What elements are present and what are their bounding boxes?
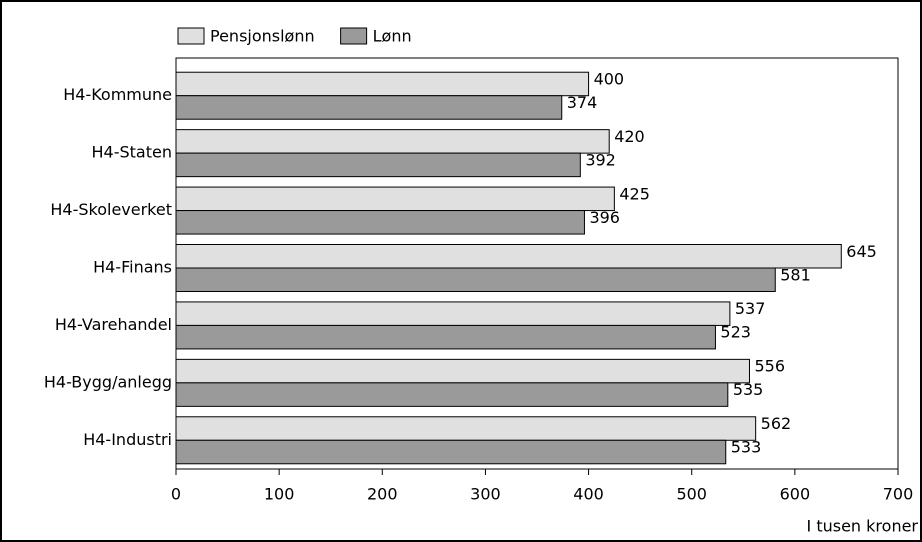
bar	[175, 186, 615, 212]
data-label: 535	[733, 380, 764, 399]
bar	[175, 210, 585, 235]
x-tick-label: 200	[367, 485, 398, 504]
bar	[175, 129, 610, 154]
bar	[175, 382, 729, 407]
y-tick-label: H4-Kommune	[63, 85, 172, 104]
data-label: 392	[585, 150, 616, 169]
x-tick-label: 0	[171, 485, 181, 504]
data-label: 396	[589, 208, 620, 227]
legend-label: Lønn	[373, 27, 412, 46]
bar	[175, 152, 581, 178]
data-label: 556	[754, 357, 785, 376]
x-tick-label: 600	[780, 485, 811, 504]
bar	[175, 439, 727, 465]
bar	[175, 416, 757, 441]
y-tick-label: H4-Varehandel	[55, 315, 172, 334]
data-label: 562	[761, 414, 792, 433]
x-tick-label: 100	[264, 485, 295, 504]
data-label: 425	[619, 184, 650, 203]
legend-swatch	[340, 27, 368, 45]
data-label: 400	[594, 69, 625, 88]
bar	[175, 244, 842, 269]
data-label: 537	[735, 299, 766, 318]
x-tick-label: 700	[883, 485, 914, 504]
x-tick-label: 400	[573, 485, 604, 504]
x-tick-label: 500	[676, 485, 707, 504]
data-label: 581	[780, 265, 811, 284]
data-label: 523	[720, 323, 751, 342]
bar	[175, 71, 590, 97]
bar	[175, 358, 750, 384]
legend-swatch	[177, 27, 205, 45]
bar	[175, 301, 731, 326]
data-label: 420	[614, 127, 645, 146]
x-tick-label: 300	[470, 485, 501, 504]
bar	[175, 95, 563, 120]
bar	[175, 267, 776, 292]
bar	[175, 324, 716, 350]
y-tick-label: H4-Skoleverket	[50, 200, 172, 219]
data-label: 533	[731, 438, 762, 457]
y-tick-label: H4-Staten	[92, 143, 172, 162]
x-axis-label: I tusen kroner	[807, 517, 919, 536]
legend-label: Pensjonslønn	[210, 27, 315, 46]
data-label: 374	[567, 93, 598, 112]
y-tick-label: H4-Industri	[83, 430, 172, 449]
y-tick-label: H4-Finans	[93, 258, 172, 277]
y-tick-label: H4-Bygg/anlegg	[44, 372, 172, 391]
data-label: 645	[846, 242, 877, 261]
